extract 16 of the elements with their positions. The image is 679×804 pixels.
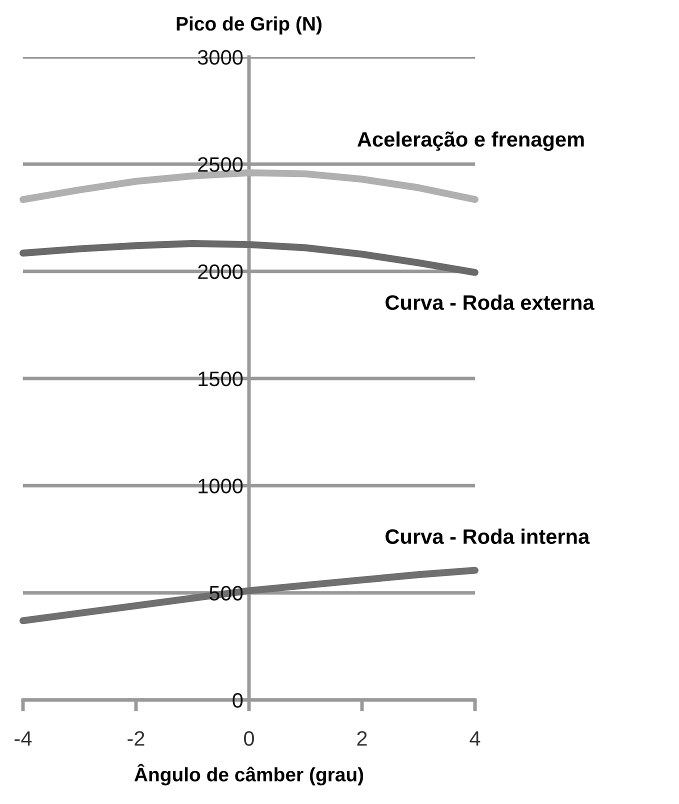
series-label: Curva - Roda externa bbox=[386, 294, 594, 310]
series-label: Aceleração e frenagem bbox=[357, 131, 584, 151]
x-tick-label: 0 bbox=[244, 731, 254, 746]
y-tick-label: 0 bbox=[232, 693, 243, 708]
y-tick-label: 1500 bbox=[198, 372, 243, 386]
y-tick-label: 2000 bbox=[198, 264, 243, 280]
x-tick-label: -4 bbox=[14, 731, 32, 746]
x-tick-label: -2 bbox=[128, 731, 144, 746]
x-tick-label: 4 bbox=[470, 731, 480, 746]
y-tick-label: 2500 bbox=[198, 157, 243, 172]
x-tick-label: 2 bbox=[357, 731, 367, 746]
series-label: Curva - Roda interna bbox=[386, 528, 590, 544]
y-tick-label: 1000 bbox=[198, 478, 243, 494]
x-axis-title: Ângulo de câmber (grau) bbox=[134, 764, 364, 786]
y-axis-title: Pico de Grip (N) bbox=[176, 16, 322, 34]
y-tick-label: 3000 bbox=[198, 50, 243, 65]
